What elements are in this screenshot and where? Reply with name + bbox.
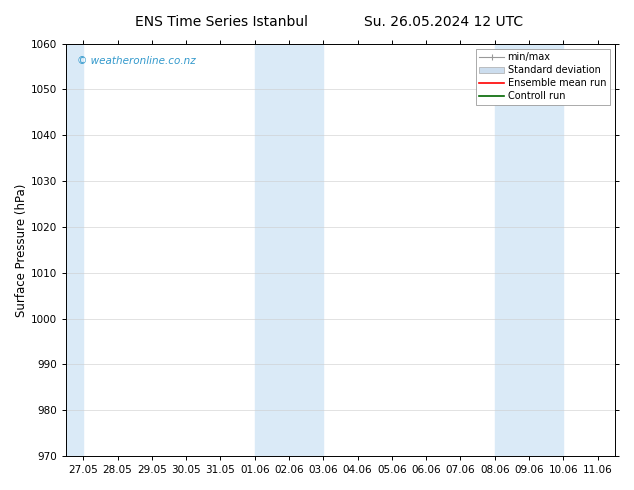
Bar [255,44,323,456]
Legend: min/max, Standard deviation, Ensemble mean run, Controll run: min/max, Standard deviation, Ensemble me… [476,49,610,105]
Text: © weatheronline.co.nz: © weatheronline.co.nz [77,56,196,66]
Bar [66,44,83,456]
Text: Su. 26.05.2024 12 UTC: Su. 26.05.2024 12 UTC [365,15,523,29]
Text: ENS Time Series Istanbul: ENS Time Series Istanbul [136,15,308,29]
Bar [495,44,564,456]
Y-axis label: Surface Pressure (hPa): Surface Pressure (hPa) [15,183,28,317]
